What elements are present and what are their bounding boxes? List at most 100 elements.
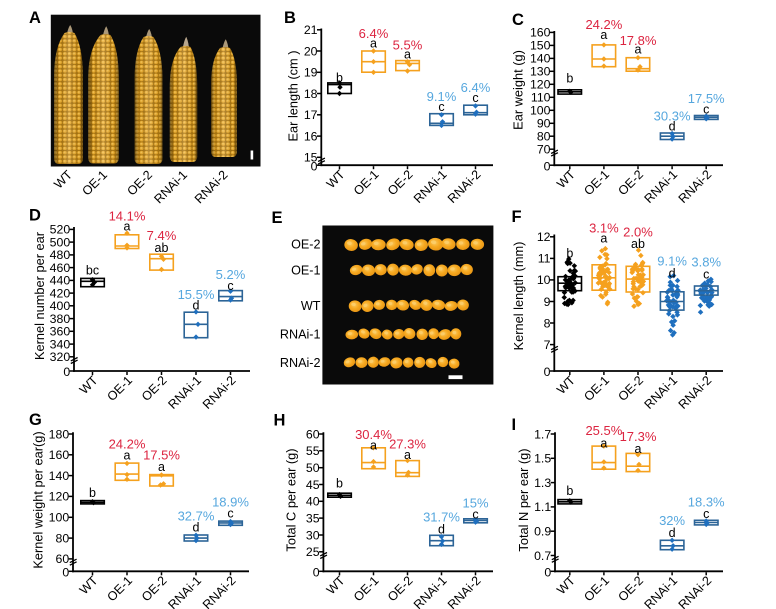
svg-text:320: 320 (50, 350, 71, 364)
svg-text:a: a (124, 220, 131, 234)
svg-text:60: 60 (306, 427, 320, 441)
svg-text:100: 100 (530, 104, 551, 118)
svg-text:d: d (669, 526, 676, 540)
svg-text:30: 30 (306, 528, 320, 542)
svg-text:21: 21 (304, 23, 318, 37)
svg-text:0.9: 0.9 (534, 525, 551, 539)
svg-text:Kernel weight per ear(g): Kernel weight per ear(g) (31, 431, 46, 568)
svg-text:c: c (438, 100, 444, 114)
svg-text:A: A (29, 9, 41, 27)
svg-text:400: 400 (50, 299, 71, 313)
svg-text:d: d (669, 266, 676, 280)
svg-text:b: b (566, 247, 573, 261)
svg-text:a: a (600, 437, 607, 451)
svg-text:12: 12 (537, 230, 551, 244)
svg-text:d: d (193, 521, 200, 535)
svg-text:OE-1: OE-1 (291, 263, 320, 277)
svg-text:140: 140 (530, 52, 551, 66)
svg-text:130: 130 (530, 65, 551, 79)
svg-text:D: D (29, 207, 41, 225)
svg-text:440: 440 (50, 274, 71, 288)
svg-text:Ear weight (g): Ear weight (g) (511, 50, 526, 130)
svg-text:460: 460 (50, 261, 71, 275)
svg-text:40: 40 (306, 495, 320, 509)
svg-text:G: G (29, 411, 42, 429)
svg-text:15: 15 (304, 151, 318, 165)
svg-text:a: a (635, 442, 642, 456)
svg-text:80: 80 (56, 531, 70, 545)
svg-text:1.3: 1.3 (534, 476, 551, 490)
svg-text:35: 35 (306, 511, 320, 525)
svg-text:16: 16 (304, 129, 318, 143)
svg-text:a: a (158, 460, 165, 474)
svg-text:Kernel length (mm): Kernel length (mm) (511, 242, 526, 351)
svg-text:150: 150 (530, 39, 551, 53)
svg-text:8: 8 (544, 316, 551, 330)
svg-text:360: 360 (50, 325, 71, 339)
svg-text:a: a (404, 448, 411, 462)
svg-text:ab: ab (631, 237, 645, 251)
svg-text:c: c (472, 508, 478, 522)
svg-text:Ear length (cm ): Ear length (cm ) (286, 50, 301, 141)
svg-text:c: c (227, 279, 233, 293)
svg-text:90: 90 (537, 117, 551, 131)
svg-text:c: c (703, 507, 709, 521)
svg-text:a: a (600, 28, 607, 42)
svg-text:5.5%: 5.5% (393, 38, 423, 53)
svg-text:45: 45 (306, 478, 320, 492)
svg-text:0.7: 0.7 (534, 549, 551, 563)
svg-text:b: b (336, 71, 343, 85)
svg-text:27.3%: 27.3% (389, 437, 426, 452)
svg-text:0: 0 (544, 365, 551, 379)
svg-text:b: b (336, 476, 343, 490)
svg-text:c: c (703, 267, 709, 281)
svg-text:1.1: 1.1 (534, 500, 551, 514)
svg-text:0: 0 (311, 159, 318, 173)
svg-text:15%: 15% (462, 496, 488, 511)
svg-text:32%: 32% (659, 513, 685, 528)
svg-text:120: 120 (530, 78, 551, 92)
svg-text:F: F (512, 208, 522, 226)
svg-text:25.5%: 25.5% (585, 423, 622, 438)
svg-text:a: a (370, 438, 377, 452)
svg-text:B: B (284, 9, 296, 27)
svg-text:a: a (370, 36, 377, 50)
svg-text:100: 100 (49, 511, 70, 525)
svg-text:bc: bc (86, 264, 99, 278)
svg-text:160: 160 (49, 448, 70, 462)
svg-text:180: 180 (49, 427, 70, 441)
svg-text:a: a (124, 448, 131, 462)
svg-text:340: 340 (50, 337, 71, 351)
svg-text:b: b (89, 486, 96, 500)
svg-text:32.7%: 32.7% (178, 509, 215, 524)
svg-text:c: c (227, 507, 233, 521)
svg-text:C: C (512, 11, 524, 29)
svg-text:0: 0 (313, 566, 320, 580)
svg-text:a: a (600, 231, 607, 245)
svg-text:20: 20 (304, 44, 318, 58)
svg-text:0: 0 (63, 365, 70, 379)
svg-text:25: 25 (306, 545, 320, 559)
svg-text:7.4%: 7.4% (147, 228, 177, 243)
svg-text:c: c (703, 102, 709, 116)
svg-text:0: 0 (62, 566, 69, 580)
svg-text:Total N per ear (g): Total N per ear (g) (516, 448, 531, 551)
svg-text:9.1%: 9.1% (427, 89, 457, 104)
svg-text:380: 380 (50, 312, 71, 326)
svg-text:18.3%: 18.3% (688, 494, 725, 509)
svg-text:I: I (512, 416, 517, 434)
svg-text:d: d (193, 299, 200, 313)
svg-text:480: 480 (50, 248, 71, 262)
svg-text:50: 50 (306, 461, 320, 475)
svg-text:17.5%: 17.5% (143, 448, 180, 463)
svg-text:WT: WT (301, 299, 321, 313)
svg-text:500: 500 (50, 235, 71, 249)
svg-text:60: 60 (56, 552, 70, 566)
svg-text:RNAi-1: RNAi-1 (280, 327, 321, 341)
svg-text:1.7: 1.7 (534, 427, 551, 441)
svg-text:b: b (566, 71, 573, 85)
svg-text:24.2%: 24.2% (585, 17, 622, 32)
svg-text:H: H (274, 412, 286, 430)
svg-text:a: a (635, 42, 642, 56)
svg-text:7: 7 (544, 338, 551, 352)
